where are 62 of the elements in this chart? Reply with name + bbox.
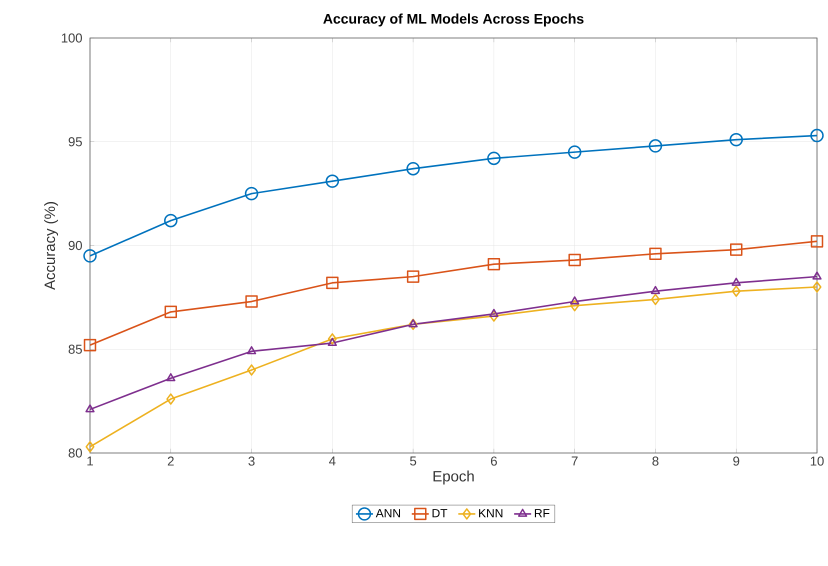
x-tick-label: 9 xyxy=(733,456,740,466)
point xyxy=(648,139,662,153)
legend-label: KNN xyxy=(479,509,502,518)
x-tick-label: 6 xyxy=(490,456,497,466)
y-tick-label: 100 xyxy=(62,33,82,43)
legend-label: RF xyxy=(534,509,550,518)
point xyxy=(812,271,822,280)
x-tick-label: 1 xyxy=(87,456,93,466)
point xyxy=(650,286,660,294)
legend-label: ANN xyxy=(376,509,400,518)
point xyxy=(570,300,580,312)
y-tick-label: 85 xyxy=(68,344,82,354)
point xyxy=(166,393,176,405)
x-tick-label: 8 xyxy=(652,456,658,466)
x-tick-label: 7 xyxy=(572,456,578,466)
point xyxy=(328,338,337,346)
point xyxy=(166,373,176,382)
x-tick-label: 10 xyxy=(810,456,824,466)
point xyxy=(812,281,822,293)
point xyxy=(326,276,339,290)
point xyxy=(489,310,498,322)
point xyxy=(730,132,743,146)
point xyxy=(730,243,742,256)
x-axis-title: Epoch xyxy=(434,470,474,484)
point xyxy=(328,333,337,345)
x-tick-label: 4 xyxy=(329,456,336,466)
y-tick-label: 80 xyxy=(68,448,82,458)
legend-label: DT xyxy=(432,509,448,518)
point xyxy=(732,278,741,286)
x-tick-label: 3 xyxy=(248,456,255,466)
x-tick-label: 5 xyxy=(410,456,416,466)
point xyxy=(408,318,418,330)
point xyxy=(487,152,501,166)
chart-title: Accuracy of ML Models Across Epochs xyxy=(323,13,584,26)
point xyxy=(650,294,660,306)
point xyxy=(649,248,662,260)
point xyxy=(83,249,97,263)
point xyxy=(326,174,340,188)
point xyxy=(489,308,499,317)
point xyxy=(247,364,256,376)
point xyxy=(164,306,178,318)
point xyxy=(246,346,256,354)
y-tick-label: 95 xyxy=(68,137,82,146)
point xyxy=(86,441,94,453)
point xyxy=(244,186,258,200)
point xyxy=(84,338,96,352)
point xyxy=(568,254,581,266)
x-tick-label: 2 xyxy=(168,456,174,466)
point xyxy=(408,319,418,328)
point xyxy=(406,162,420,176)
point xyxy=(810,128,824,142)
point xyxy=(810,235,824,248)
point xyxy=(568,145,582,159)
y-axis-title: Accuracy (%) xyxy=(44,202,58,290)
point xyxy=(85,404,95,412)
point xyxy=(164,214,178,228)
point xyxy=(570,296,580,305)
point xyxy=(488,258,500,270)
y-tick-label: 90 xyxy=(68,240,82,250)
point xyxy=(406,270,420,283)
point xyxy=(245,295,258,308)
point xyxy=(732,285,741,297)
